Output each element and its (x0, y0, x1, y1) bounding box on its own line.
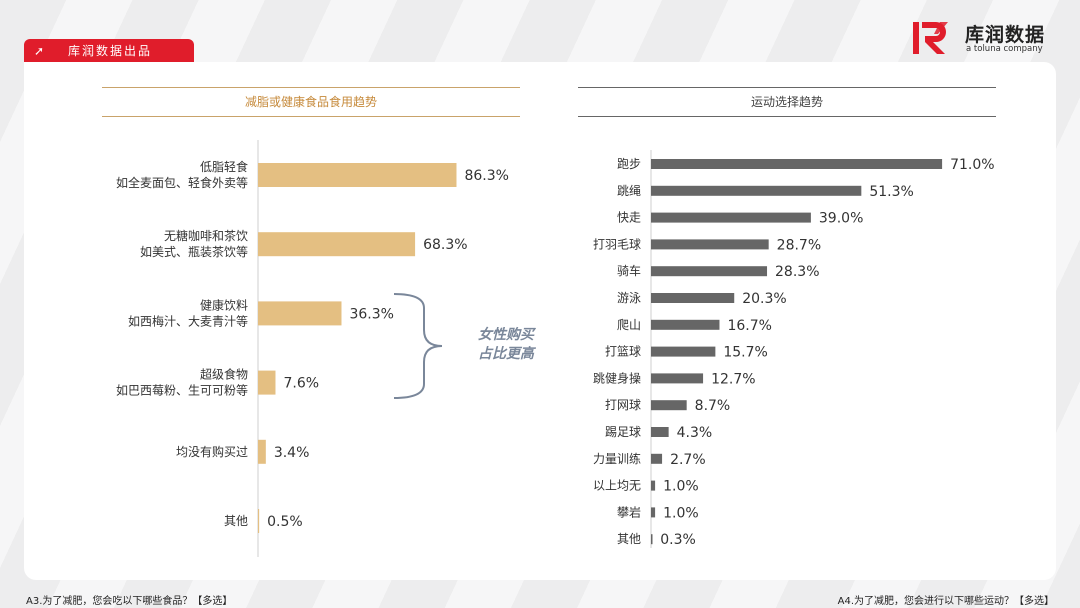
left-value-label: 3.4% (274, 445, 310, 461)
right-category-label: 踢足球 (605, 425, 641, 439)
callout-line-2: 占比更高 (478, 346, 534, 362)
left-category-label: 无糖咖啡和茶饮 (164, 228, 248, 243)
right-bar (651, 480, 656, 491)
callout-text: 女性购买 占比更高 (478, 326, 568, 364)
right-value-label: 8.7% (695, 398, 731, 414)
right-value-label: 71.0% (950, 157, 994, 173)
right-bar (651, 346, 716, 357)
right-bar (651, 507, 656, 518)
right-value-label: 0.3% (660, 532, 696, 548)
left-category-label: 均没有购买过 (176, 444, 248, 459)
left-value-label: 7.6% (283, 376, 319, 392)
right-category-label: 跳健身操 (593, 370, 641, 385)
callout-bracket (393, 293, 443, 399)
left-value-label: 68.3% (423, 237, 467, 253)
right-bar (651, 293, 735, 303)
right-category-label: 骑车 (617, 263, 641, 278)
right-value-label: 1.0% (663, 479, 699, 495)
right-bar (651, 373, 704, 384)
left-category-sublabel: 如巴西莓粉、生可可粉等 (116, 383, 248, 398)
left-bar (258, 370, 276, 395)
right-footnote: A4.为了减肥，您会进行以下哪些运动？【多选】 (837, 596, 1054, 607)
right-bar (651, 427, 669, 437)
right-category-label: 快走 (617, 211, 641, 225)
kr-logo-icon (913, 22, 948, 54)
right-category-label: 打网球 (605, 398, 641, 412)
left-category-label: 低脂轻食 (200, 159, 248, 174)
right-category-label: 游泳 (617, 291, 641, 305)
right-category-label: 以上均无 (593, 479, 641, 493)
left-value-label: 86.3% (464, 168, 508, 184)
right-category-label: 力量训练 (593, 451, 641, 466)
right-value-label: 39.0% (819, 211, 863, 227)
left-chart-title: 减脂或健康食品食用趋势 (102, 87, 520, 117)
right-value-label: 2.7% (670, 452, 706, 468)
right-value-label: 16.7% (727, 318, 771, 334)
right-value-label: 1.0% (663, 505, 699, 521)
right-category-label: 其他 (617, 532, 641, 546)
left-bar (258, 439, 266, 464)
brand-tag: ➚ 库润数据出品 (24, 39, 194, 63)
right-bar (651, 319, 720, 330)
left-category-sublabel: 如西梅汁、大麦青汁等 (128, 313, 248, 328)
left-category-label: 超级食物 (200, 367, 248, 382)
left-category-sublabel: 如美式、瓶装茶饮等 (140, 244, 248, 259)
left-bar (258, 232, 416, 257)
right-value-label: 4.3% (677, 425, 713, 441)
right-bar (651, 239, 769, 250)
right-bar (651, 400, 687, 411)
callout-line-1: 女性购买 (478, 327, 534, 343)
logo-subtitle: a toluna company (966, 44, 1043, 54)
left-footnote: A3.为了减肥，您会吃以下哪些食品？【多选】 (26, 596, 233, 607)
right-bar (651, 266, 768, 277)
right-category-label: 打羽毛球 (593, 237, 641, 251)
right-category-label: 攀岩 (617, 504, 641, 519)
left-category-sublabel: 如全麦面包、轻食外卖等 (116, 175, 248, 190)
left-bar (258, 163, 457, 187)
arrow-up-right-icon: ➚ (34, 44, 45, 58)
right-value-label: 28.3% (775, 264, 819, 280)
left-bar (258, 509, 260, 533)
right-category-label: 爬山 (617, 318, 641, 332)
right-category-label: 打篮球 (605, 344, 641, 359)
logo-name: 库润数据 (965, 24, 1046, 46)
brand-tag-label: 库润数据出品 (68, 44, 153, 58)
right-category-label: 跑步 (617, 157, 641, 171)
left-bar (258, 301, 342, 326)
content-card (24, 62, 1056, 580)
right-bar (651, 534, 653, 545)
right-bar (651, 159, 943, 169)
right-category-label: 跳绳 (617, 184, 641, 198)
left-category-label: 健康饮料 (200, 297, 248, 312)
right-bar (651, 453, 663, 464)
left-value-label: 36.3% (349, 306, 393, 322)
left-category-label: 其他 (224, 514, 248, 528)
right-value-label: 51.3% (869, 184, 913, 200)
left-value-label: 0.5% (267, 514, 303, 530)
right-value-label: 12.7% (711, 371, 755, 387)
company-logo: 库润数据 a toluna company (910, 18, 1070, 58)
right-chart-title: 运动选择趋势 (578, 87, 996, 117)
right-bar (651, 212, 811, 223)
right-value-label: 15.7% (723, 345, 767, 361)
right-value-label: 28.7% (777, 237, 821, 253)
right-value-label: 20.3% (742, 291, 786, 307)
right-bar (651, 185, 862, 196)
